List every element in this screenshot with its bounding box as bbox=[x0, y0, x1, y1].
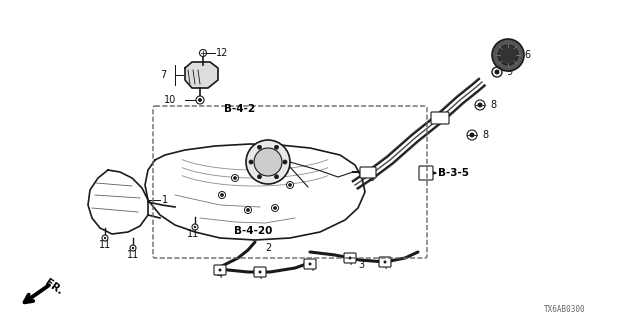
Text: TX6AB0300: TX6AB0300 bbox=[544, 305, 586, 314]
Text: FR.: FR. bbox=[43, 277, 65, 297]
Circle shape bbox=[234, 177, 237, 180]
Circle shape bbox=[470, 132, 474, 138]
FancyBboxPatch shape bbox=[431, 112, 449, 124]
Circle shape bbox=[246, 209, 250, 212]
FancyBboxPatch shape bbox=[344, 253, 356, 263]
Circle shape bbox=[132, 247, 134, 249]
Circle shape bbox=[259, 270, 262, 274]
Text: 9: 9 bbox=[506, 67, 512, 77]
Text: B-4-2: B-4-2 bbox=[225, 104, 255, 114]
Text: 11: 11 bbox=[99, 240, 111, 250]
Polygon shape bbox=[88, 170, 148, 234]
Circle shape bbox=[232, 174, 239, 181]
Circle shape bbox=[257, 175, 262, 179]
FancyBboxPatch shape bbox=[254, 267, 266, 277]
Circle shape bbox=[130, 245, 136, 251]
Circle shape bbox=[104, 237, 106, 239]
Text: 3: 3 bbox=[358, 260, 364, 270]
Text: 2: 2 bbox=[265, 243, 271, 253]
Text: 4: 4 bbox=[217, 270, 223, 280]
Text: 6: 6 bbox=[524, 50, 530, 60]
Circle shape bbox=[498, 45, 518, 65]
Text: 4: 4 bbox=[257, 271, 263, 281]
Circle shape bbox=[477, 102, 483, 108]
Circle shape bbox=[475, 100, 485, 110]
Text: 5: 5 bbox=[368, 173, 374, 183]
FancyBboxPatch shape bbox=[304, 259, 316, 269]
Circle shape bbox=[349, 257, 351, 260]
Text: B-4-20: B-4-20 bbox=[234, 226, 272, 236]
Circle shape bbox=[271, 204, 278, 212]
Circle shape bbox=[287, 181, 294, 188]
Circle shape bbox=[249, 160, 253, 164]
FancyBboxPatch shape bbox=[379, 257, 391, 267]
Circle shape bbox=[275, 145, 278, 149]
Circle shape bbox=[218, 191, 225, 198]
Circle shape bbox=[102, 235, 108, 241]
Text: 4: 4 bbox=[309, 263, 315, 273]
Circle shape bbox=[283, 160, 287, 164]
Text: 8: 8 bbox=[482, 130, 488, 140]
Circle shape bbox=[492, 39, 524, 71]
Text: 10: 10 bbox=[164, 95, 176, 105]
Circle shape bbox=[308, 262, 312, 266]
Text: 1: 1 bbox=[162, 195, 168, 205]
Circle shape bbox=[221, 194, 223, 196]
Circle shape bbox=[289, 183, 291, 187]
Circle shape bbox=[200, 50, 207, 57]
Text: 4: 4 bbox=[382, 261, 388, 271]
Circle shape bbox=[275, 175, 278, 179]
Text: 7: 7 bbox=[160, 70, 166, 80]
Text: 8: 8 bbox=[490, 100, 496, 110]
FancyBboxPatch shape bbox=[360, 167, 376, 178]
Text: B-3-5: B-3-5 bbox=[438, 168, 469, 178]
Polygon shape bbox=[185, 62, 218, 88]
Text: 11: 11 bbox=[187, 229, 199, 239]
Circle shape bbox=[194, 226, 196, 228]
Circle shape bbox=[246, 140, 290, 184]
Polygon shape bbox=[145, 144, 365, 240]
Circle shape bbox=[257, 145, 262, 149]
Circle shape bbox=[254, 148, 282, 176]
Text: 4: 4 bbox=[347, 257, 353, 267]
Circle shape bbox=[196, 96, 204, 104]
Circle shape bbox=[218, 268, 221, 271]
FancyBboxPatch shape bbox=[214, 265, 226, 275]
Circle shape bbox=[198, 98, 202, 102]
Circle shape bbox=[244, 206, 252, 213]
Circle shape bbox=[273, 206, 276, 210]
FancyBboxPatch shape bbox=[419, 166, 433, 180]
Circle shape bbox=[495, 69, 499, 75]
Circle shape bbox=[383, 260, 387, 263]
Text: 12: 12 bbox=[216, 48, 228, 58]
Circle shape bbox=[192, 224, 198, 230]
Circle shape bbox=[467, 130, 477, 140]
Text: 11: 11 bbox=[127, 250, 139, 260]
